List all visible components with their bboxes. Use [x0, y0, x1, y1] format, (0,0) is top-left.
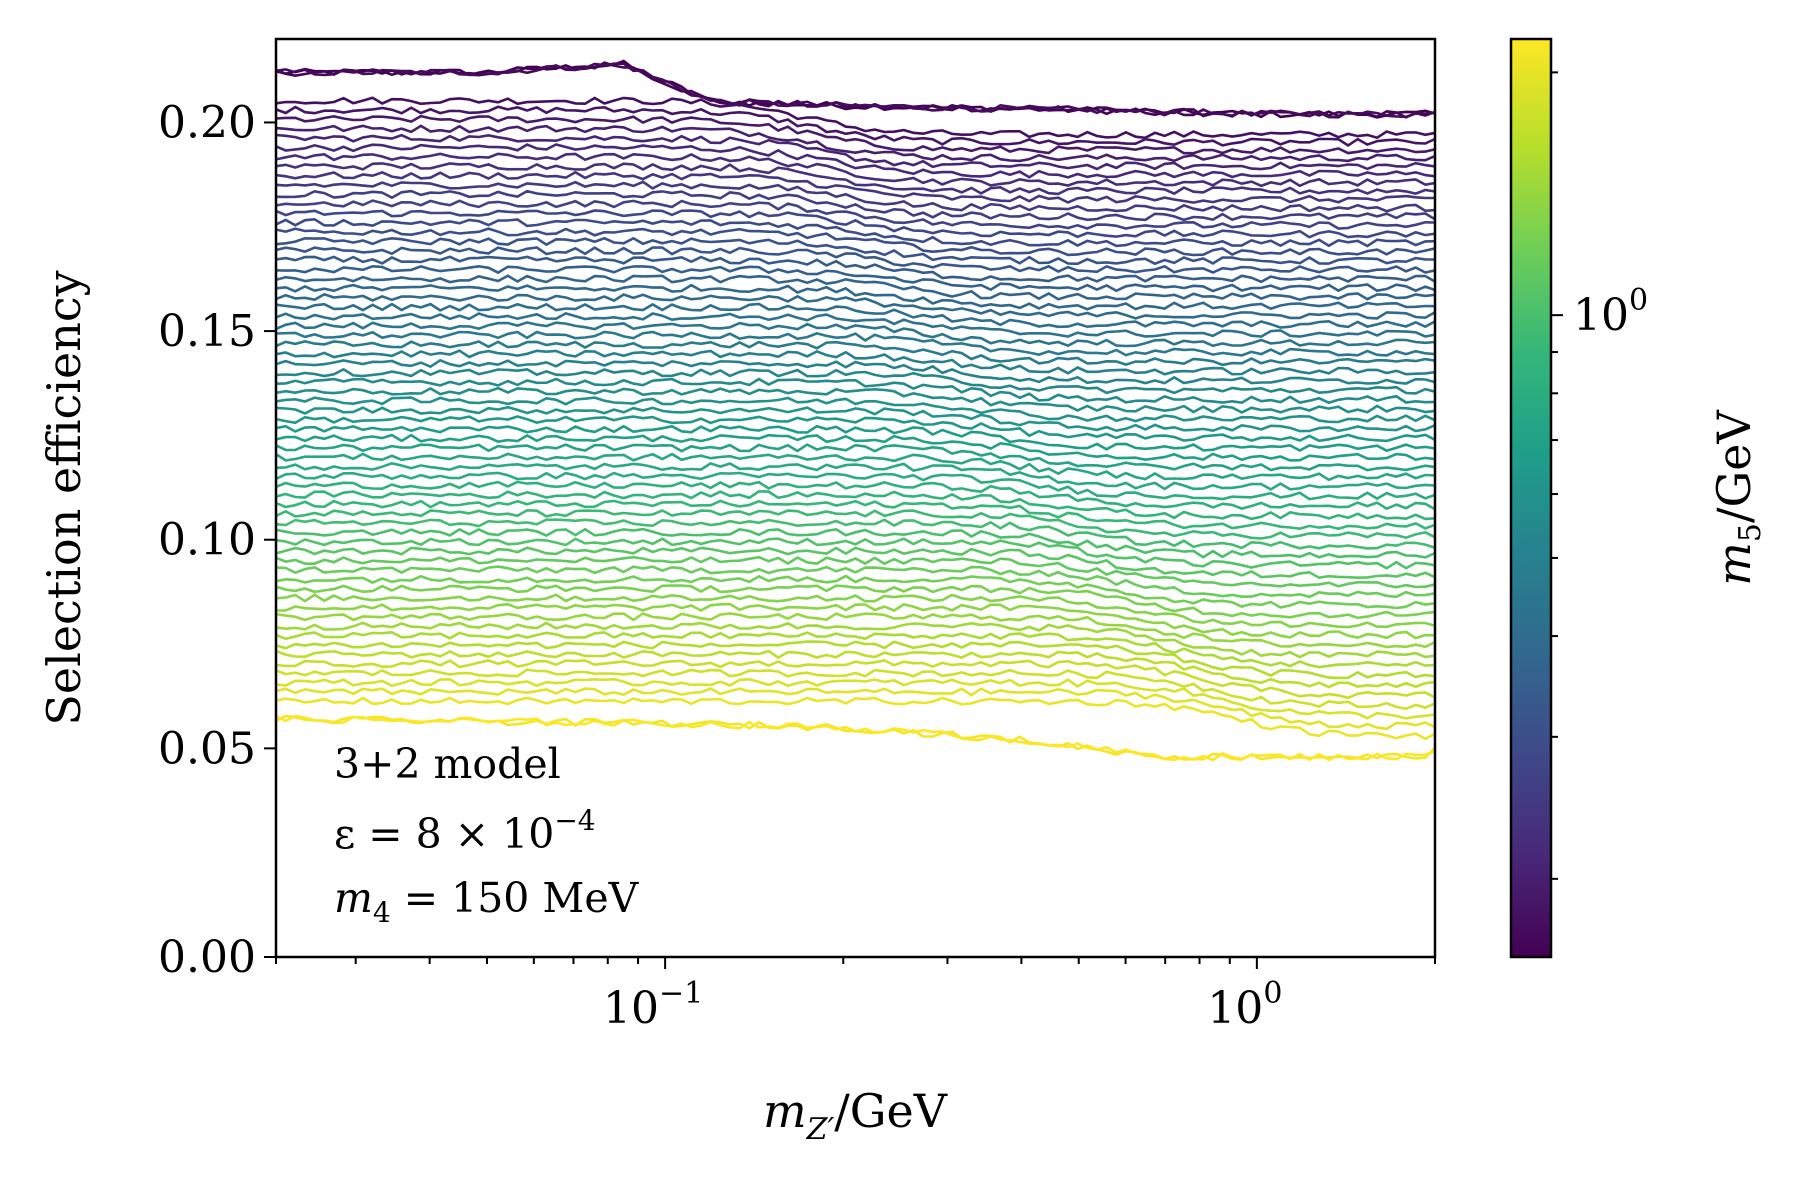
curve-m5-1.686	[276, 649, 1435, 689]
curve-m5-0.731	[276, 443, 1435, 472]
y-tick-label: 0.00	[158, 932, 256, 983]
curve-m5-0.991	[276, 518, 1435, 550]
curve-m5-0.540	[276, 367, 1435, 395]
curve-m5-0.342	[276, 255, 1435, 284]
curve-m5-1.153	[276, 555, 1435, 589]
curve-m5-1.110	[276, 546, 1435, 580]
annotation-epsilon: ε = 8 × 10−4	[334, 804, 596, 858]
x-tick-label: 10−1	[603, 976, 703, 1034]
y-tick-label: 0.05	[158, 723, 256, 774]
curve-m5-0.582	[276, 386, 1435, 414]
plot-area	[276, 59, 1435, 762]
curve-m5-0.463	[276, 330, 1435, 357]
curve-m5-0.519	[276, 358, 1435, 385]
curve-m5-0.234	[276, 162, 1435, 196]
curve-m5-0.317	[276, 236, 1435, 266]
curve-m5-0.355	[276, 264, 1435, 293]
curve-m5-0.704	[276, 433, 1435, 462]
curve-m5-0.252	[276, 180, 1435, 213]
curve-m5-0.678	[276, 424, 1435, 453]
curve-m5-0.954	[276, 508, 1435, 540]
curve-m5-0.305	[276, 227, 1435, 257]
curve-m5-1.819	[276, 668, 1435, 711]
model-annotation: 3+2 model ε = 8 × 10−4 m4 = 150 MeV	[334, 740, 640, 929]
efficiency-curves	[276, 59, 1435, 762]
plot-frame	[274, 37, 1437, 959]
curve-m5-0.193	[276, 114, 1435, 155]
curve-m5-0.430	[276, 312, 1435, 338]
y-tick-label: 0.15	[158, 306, 256, 357]
annotation-model: 3+2 model	[334, 740, 561, 788]
curve-m5-1.343	[276, 593, 1435, 629]
x-tick-label: 100	[1207, 976, 1282, 1034]
colorbar-tick-label: 100	[1573, 283, 1648, 341]
curve-m5-0.759	[276, 452, 1435, 482]
curve-m5-1.505	[276, 621, 1435, 659]
curve-m5-1.029	[276, 527, 1435, 559]
curve-m5-0.789	[276, 461, 1435, 491]
y-tick-label: 0.20	[158, 97, 256, 148]
colorbar: 100 m5/GeV	[1509, 37, 1768, 959]
curve-m5-0.628	[276, 405, 1435, 433]
curve-m5-1.198	[276, 565, 1435, 599]
y-axis: 0.00 0.05 0.10 0.15 0.20	[158, 97, 276, 983]
curve-m5-2.200	[276, 714, 1435, 762]
curve-m5-1.069	[276, 537, 1435, 570]
curve-m5-0.652	[276, 415, 1435, 443]
curve-m5-0.605	[276, 396, 1435, 424]
curve-m5-0.398	[276, 292, 1435, 320]
curve-m5-0.186	[276, 105, 1435, 147]
curve-m5-0.414	[276, 302, 1435, 329]
annotation-m4: m4 = 150 MeV	[334, 874, 640, 929]
curve-m5-0.217	[276, 143, 1435, 179]
curve-m5-0.179	[276, 96, 1435, 140]
curve-m5-0.819	[276, 471, 1435, 501]
x-axis: 10−1 100	[275, 957, 1436, 1034]
curve-m5-1.752	[276, 659, 1435, 700]
curve-m5-1.395	[276, 602, 1435, 640]
curve-m5-0.201	[276, 124, 1435, 163]
curve-m5-0.243	[276, 170, 1435, 204]
curve-m5-0.446	[276, 321, 1435, 348]
curve-m5-0.851	[276, 480, 1435, 511]
curve-m5-0.329	[276, 246, 1435, 274]
x-axis-label: mZ′/GeV	[763, 1084, 948, 1147]
curve-m5-1.244	[276, 574, 1435, 610]
curve-m5-0.209	[276, 133, 1435, 171]
y-tick-label: 0.10	[158, 515, 256, 566]
colorbar-label: m5/GeV	[1707, 410, 1768, 586]
curve-m5-0.918	[276, 499, 1435, 531]
curve-m5-0.283	[276, 209, 1435, 239]
curve-m5-0.481	[276, 340, 1435, 367]
curve-m5-0.383	[276, 283, 1435, 311]
y-axis-label: Selection efficiency	[37, 270, 91, 725]
curve-m5-1.293	[276, 584, 1435, 620]
curve-m5-0.560	[276, 377, 1435, 405]
colorbar-ticks: 100	[1551, 71, 1648, 880]
curve-m5-0.369	[276, 274, 1435, 302]
curve-m5-1.963	[276, 687, 1435, 731]
curve-m5-1.449	[276, 612, 1435, 649]
curve-m5-0.884	[276, 490, 1435, 521]
curve-m5-0.272	[276, 199, 1435, 230]
curve-m5-1.563	[276, 630, 1435, 669]
curve-m5-0.294	[276, 217, 1435, 248]
curve-m5-0.262	[276, 189, 1435, 222]
curve-m5-0.173	[276, 62, 1435, 119]
curve-m5-1.623	[276, 640, 1435, 680]
colorbar-gradient	[1509, 37, 1553, 959]
curve-m5-0.500	[276, 349, 1435, 376]
curve-m5-0.225	[276, 152, 1435, 188]
curve-m5-1.890	[276, 677, 1435, 720]
curve-m5-2.039	[276, 696, 1435, 741]
